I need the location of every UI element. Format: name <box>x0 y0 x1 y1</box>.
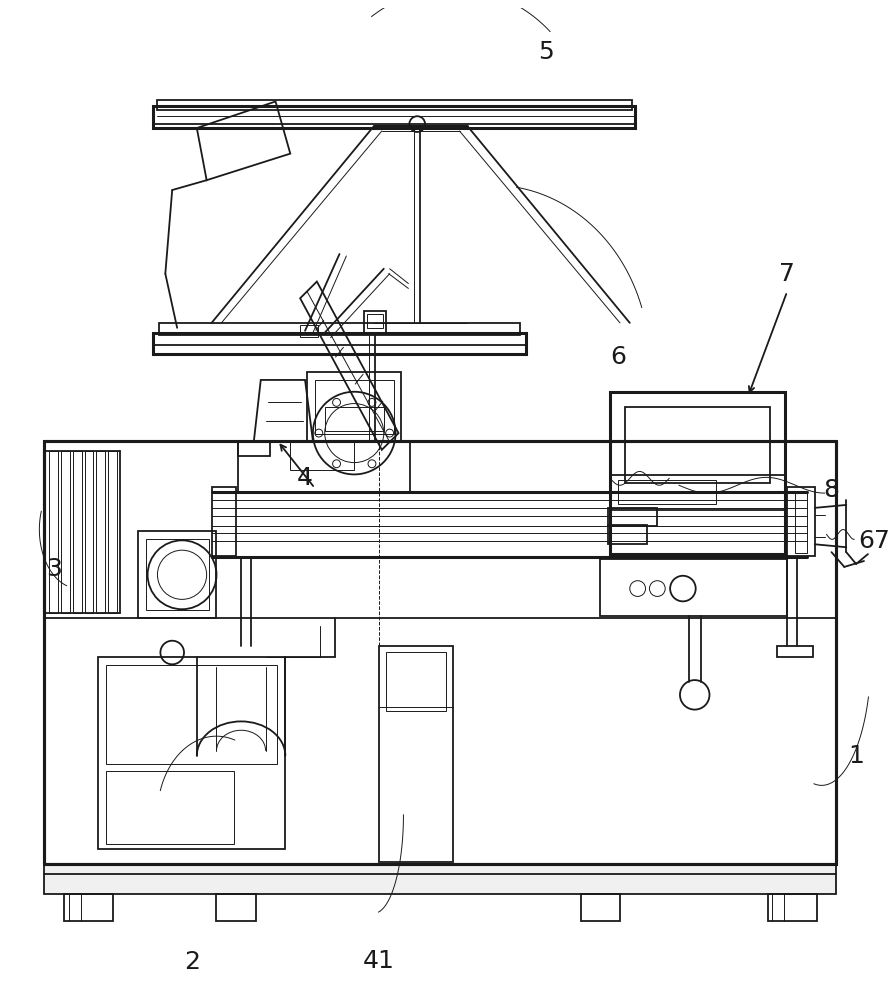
Bar <box>108 451 117 613</box>
Bar <box>64 894 113 921</box>
Bar <box>238 441 269 456</box>
Text: 2: 2 <box>184 950 200 974</box>
Bar <box>160 323 519 335</box>
Bar <box>307 372 401 441</box>
Bar <box>300 325 318 337</box>
Bar <box>96 451 105 613</box>
Bar <box>153 333 526 354</box>
Bar <box>153 106 635 128</box>
Text: 7: 7 <box>780 262 795 286</box>
Bar <box>137 531 217 618</box>
Text: 41: 41 <box>363 949 395 973</box>
Bar <box>290 441 354 470</box>
Bar <box>315 380 393 434</box>
Bar <box>795 492 807 553</box>
Bar <box>618 480 716 504</box>
Bar <box>211 487 236 556</box>
Bar <box>379 646 452 862</box>
Bar <box>61 451 70 613</box>
Bar <box>98 657 285 849</box>
Bar <box>106 771 235 844</box>
Bar <box>778 646 813 657</box>
Text: 6: 6 <box>610 345 626 369</box>
Bar <box>608 508 657 526</box>
Text: 67: 67 <box>858 529 890 553</box>
Bar <box>367 314 383 328</box>
Text: 1: 1 <box>848 744 864 768</box>
Bar <box>767 894 817 921</box>
Text: 4: 4 <box>297 466 313 490</box>
Bar <box>217 894 256 921</box>
Bar <box>581 894 620 921</box>
Bar <box>106 665 277 764</box>
Bar <box>73 451 82 613</box>
Text: 5: 5 <box>538 40 554 64</box>
Bar <box>145 539 209 610</box>
Bar <box>45 441 837 864</box>
Bar <box>610 392 785 554</box>
Bar <box>625 407 771 483</box>
Bar <box>238 441 410 492</box>
Text: 8: 8 <box>823 478 839 502</box>
Bar <box>158 100 632 110</box>
Bar <box>600 559 788 616</box>
Bar <box>610 475 785 510</box>
Bar <box>788 487 814 556</box>
Bar <box>608 525 648 544</box>
Bar <box>85 451 94 613</box>
Bar <box>385 652 446 711</box>
Bar <box>364 311 385 334</box>
Bar <box>45 864 837 894</box>
Text: 3: 3 <box>46 557 62 581</box>
Bar <box>49 451 58 613</box>
